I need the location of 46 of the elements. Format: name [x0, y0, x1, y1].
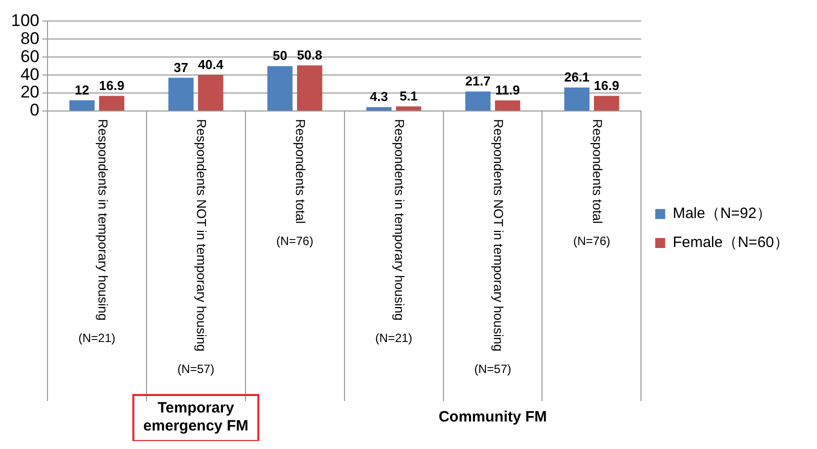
- bar: [396, 106, 422, 110]
- x-tick-label: Respondents NOT in temporary housing: [491, 119, 506, 352]
- text: (N=76): [573, 234, 610, 248]
- bar: [267, 66, 293, 110]
- bar: [198, 74, 224, 110]
- x-tick-label: Respondents in temporary housing: [95, 119, 110, 321]
- text: (N=57): [474, 362, 512, 376]
- y-tick-label: 40: [20, 64, 40, 84]
- data-label: 37: [174, 60, 188, 75]
- text: (N=76): [276, 234, 314, 248]
- x-tick-label: Respondents in temporary housing: [392, 119, 408, 321]
- bar: [297, 65, 322, 110]
- data-label: 50: [272, 48, 288, 64]
- data-label: 50.8: [296, 47, 322, 62]
- bar: [594, 96, 620, 110]
- bar: [465, 92, 491, 110]
- data-label: 16.9: [99, 78, 124, 93]
- y-tick-label: 20: [20, 82, 40, 102]
- bar: [168, 78, 194, 110]
- bar: [99, 96, 124, 110]
- bar: [564, 88, 590, 110]
- data-label: 5.1: [400, 88, 418, 104]
- data-label: 12: [74, 82, 90, 98]
- data-label: 16.9: [594, 78, 620, 93]
- data-label: 21.7: [465, 74, 491, 89]
- data-label: 40.4: [198, 56, 224, 72]
- text: Temporary emergency FM: [143, 400, 248, 435]
- data-label: 4.3: [370, 89, 388, 104]
- bar: [494, 100, 520, 110]
- text: (N=21): [375, 330, 412, 345]
- text: (N=57): [177, 362, 214, 376]
- y-tick-label: 80: [20, 28, 40, 48]
- x-tick-label: Respondents NOT in temporary housing: [194, 119, 210, 352]
- x-tick-label: Respondents total: [590, 119, 606, 224]
- bar: [366, 107, 392, 110]
- y-tick-label: 0: [30, 100, 40, 120]
- legend-label: Female（N=60）: [672, 234, 790, 252]
- text: Community FM: [438, 408, 547, 426]
- text: (N=21): [78, 330, 116, 345]
- data-label: 11.9: [495, 82, 520, 98]
- data-label: 26.1: [564, 70, 590, 85]
- y-tick-label: 100: [10, 10, 40, 30]
- x-tick-label: Respondents total: [293, 119, 308, 224]
- legend-label: Male（N=92）: [672, 205, 772, 222]
- bar: [69, 100, 95, 110]
- y-tick-label: 60: [20, 46, 40, 66]
